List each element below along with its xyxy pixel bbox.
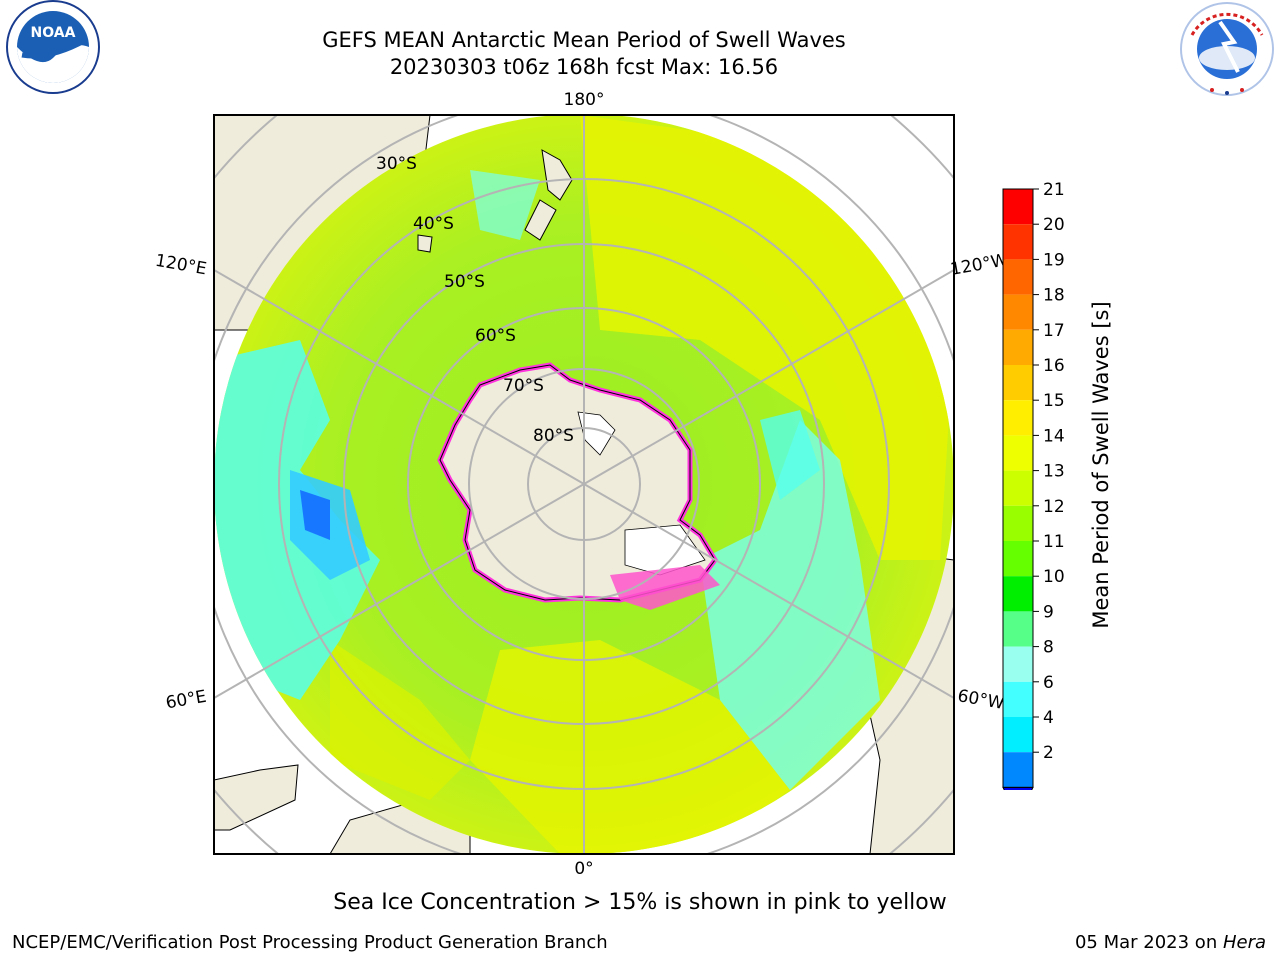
colorbar-tick-label: 19 [1043,250,1065,270]
tasmania-land [417,234,433,253]
footer-producer: NCEP/EMC/Verification Post Processing Pr… [12,932,608,953]
colorbar: 21 20 19 18 17 16 15 14 13 12 11 10 9 8 6 4 2 Mean Perio… [1002,180,1113,790]
colorbar-frame [1002,188,1034,788]
colorbar-tick-label: 2 [1043,743,1054,763]
colorbar-segment [1003,400,1033,436]
colorbar-segments [1002,188,1034,790]
colorbar-tick-label: 21 [1043,180,1065,200]
chart-title: GEFS MEAN Antarctic Mean Period of Swell… [322,28,846,52]
lat-label-70s: 70°S [503,376,544,396]
lon-label-180: 180° [564,90,605,110]
colorbar-tick-label: 18 [1043,286,1065,306]
colorbar-tick-label: 13 [1043,462,1065,482]
noaa-logo: NOAA [0,0,110,100]
colorbar-segment [1003,505,1033,541]
lon-label-120e: 120°E [154,251,208,280]
nws-logo [1172,0,1280,100]
colorbar-tick-label: 10 [1043,567,1065,587]
chart-subtitle: 20230303 t06z 168h fcst Max: 16.56 [389,55,779,79]
colorbar-segment [1003,611,1033,647]
lat-label-80s: 80°S [533,426,574,446]
colorbar-ticks: 21 20 19 18 17 16 15 14 13 12 11 10 9 8 6 4 2 [1033,180,1065,763]
colorbar-segment [1003,717,1033,753]
colorbar-segment [1003,752,1033,788]
colorbar-tick-label: 14 [1043,426,1065,446]
colorbar-tick-label: 8 [1043,638,1054,658]
colorbar-tick-label: 6 [1043,673,1054,693]
colorbar-label: Mean Period of Swell Waves [s] [1089,301,1113,628]
colorbar-segment [1003,646,1033,682]
svg-text:NOAA: NOAA [31,25,76,41]
colorbar-tick-label: 20 [1043,215,1065,235]
lat-label-30s: 30°S [376,154,417,174]
lat-label-60s: 60°S [475,326,516,346]
colorbar-tick-label: 9 [1043,602,1054,622]
lon-label-0: 0° [574,859,593,879]
footer-date-text: 05 Mar 2023 on [1074,932,1223,953]
colorbar-segment [1003,541,1033,577]
colorbar-tick-label: 15 [1043,391,1065,411]
colorbar-segment [1003,435,1033,471]
colorbar-segment [1003,365,1033,401]
colorbar-segment [1003,294,1033,330]
colorbar-segment [1003,329,1033,365]
lat-label-50s: 50°S [444,272,485,292]
sea-ice-caption: Sea Ice Concentration > 15% is shown in … [333,890,947,915]
colorbar-tick-label: 4 [1043,708,1054,728]
lon-label-60e: 60°E [164,687,208,714]
colorbar-tick-label: 17 [1043,321,1065,341]
colorbar-segment [1003,259,1033,295]
colorbar-tick-label: 11 [1043,532,1065,552]
colorbar-segment [1003,681,1033,717]
colorbar-segment [1003,189,1033,225]
colorbar-tick-label: 12 [1043,497,1065,517]
colorbar-tick-label: 16 [1043,356,1065,376]
weddell-sea-ice [610,565,720,610]
colorbar-segment [1003,576,1033,612]
colorbar-segment [1003,224,1033,260]
footer-machine: Hera [1222,932,1266,953]
lat-label-40s: 40°S [413,214,454,234]
colorbar-segment [1003,470,1033,506]
new-zealand-land [524,149,573,241]
footer-date: 05 Mar 2023 on Hera [1075,932,1266,953]
